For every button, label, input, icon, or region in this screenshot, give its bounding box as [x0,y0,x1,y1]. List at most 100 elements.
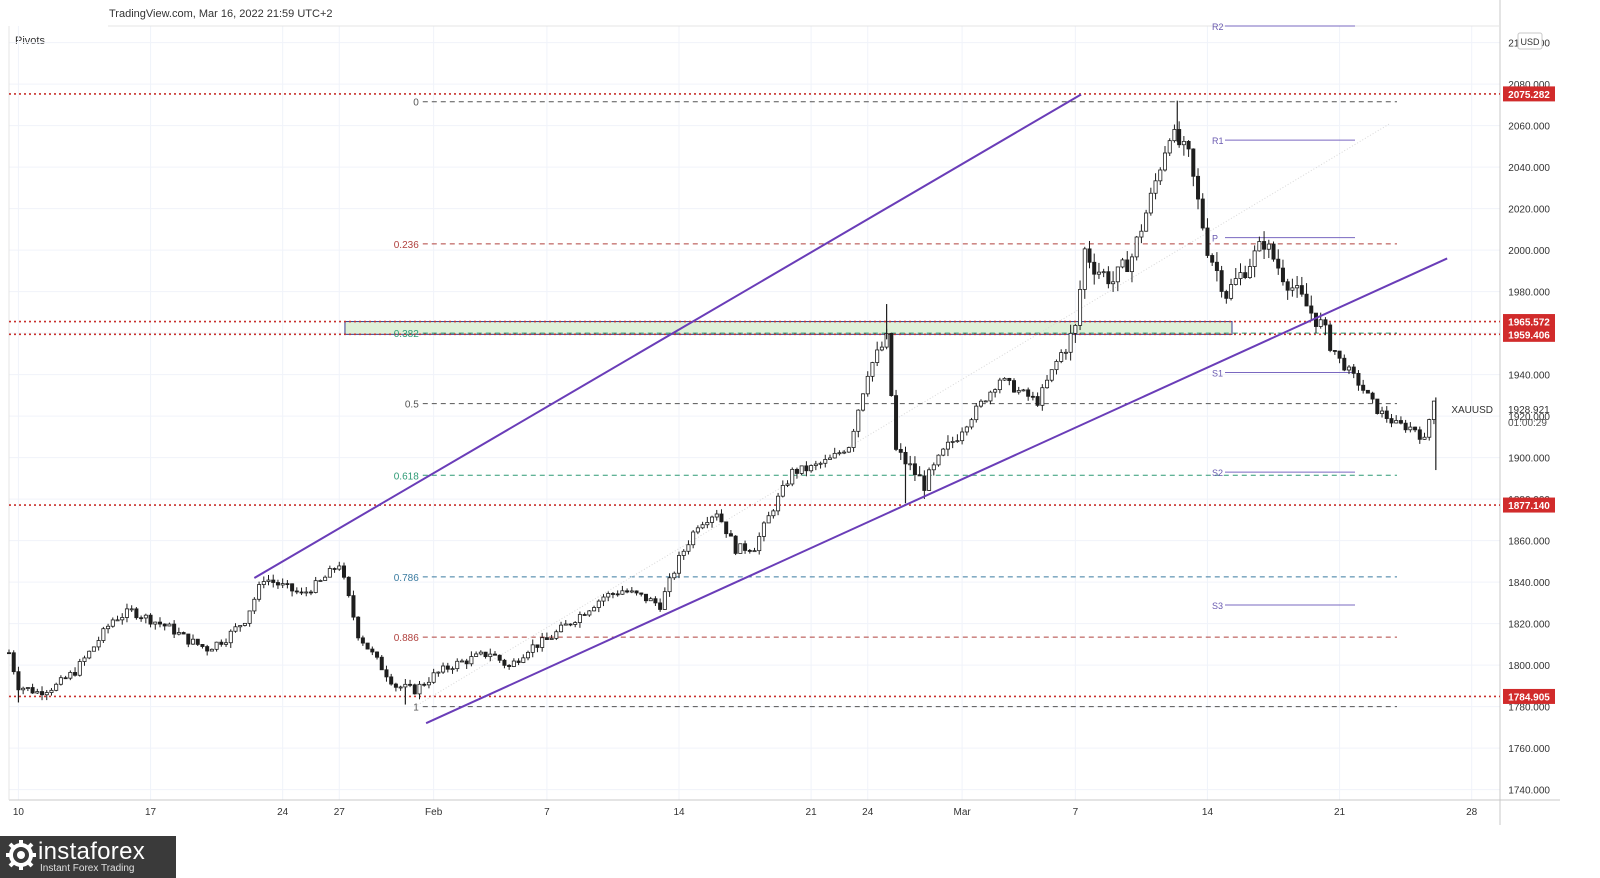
candle-body [370,648,375,653]
candle-body [964,426,969,433]
candle-body [346,576,351,597]
candle-body [403,683,408,688]
time-axis[interactable]: 10 17 24 27 Feb 7 14 21 24 Mar 7 14 21 28 [13,807,1478,818]
candle-body [1247,266,1252,278]
candle-body [1012,380,1017,393]
price-axis[interactable]: 1740.000 1760.000 1780.000 1800.000 1820.000… [1451,32,1550,797]
candle-body [49,689,54,693]
candle-body [941,448,946,456]
pivot-points[interactable]: R2 R1 P S1 S2 S3 [1212,22,1355,611]
fib-level-label: 0.236 [394,240,419,251]
level-price-tag [1503,497,1555,513]
candle-body [488,653,493,658]
candle-body [601,596,606,602]
brand-name: instaforex [38,838,146,865]
candle-body [540,637,545,648]
candle-body [1295,285,1300,289]
fib-level-label: 0.786 [394,573,419,584]
candle-body [521,657,526,663]
candle-body [426,681,431,686]
x-tick-label: 10 [13,807,25,818]
candle-body [1229,284,1234,299]
candle-body [21,687,26,691]
candle-body [1134,236,1139,258]
candle-body [1361,384,1366,391]
candle-body [1351,366,1356,374]
y-tick-label: 1780.000 [1508,703,1550,714]
level-price-tag [1503,314,1555,330]
candle-body [408,683,413,686]
candle-body [691,531,696,546]
candle-body [587,610,592,616]
y-tick-label: 2020.000 [1508,205,1550,216]
candle-body [955,440,960,443]
candle-body [573,622,578,625]
candle-body [35,691,40,694]
candle-body [290,583,295,592]
candle-body [313,580,318,593]
candle-body [1082,248,1087,290]
candle-body [823,459,828,464]
candle-body [1313,312,1318,327]
level-price-tag [1503,688,1555,704]
pivot-label: P [1212,234,1218,244]
x-tick-label: 27 [334,807,346,818]
candle-body [252,598,257,612]
y-tick-label: 1800.000 [1508,661,1550,672]
candle-body [1125,259,1130,273]
candle-body [861,393,866,411]
fibonacci-retracement[interactable]: 0 0.236 0.382 0.5 0.618 0.786 0.886 1 [394,98,1397,714]
candle-body [794,468,799,474]
candle-body [441,665,446,673]
countdown-label: 01:00:29 [1508,418,1547,429]
candle-body [1139,230,1144,238]
candle-body [436,671,441,674]
candle-body [1172,129,1177,142]
candle-body [68,672,73,679]
ascending-channel[interactable] [253,93,1448,725]
candle-body [351,595,356,618]
candle-body [308,591,313,594]
resistance-zone[interactable] [344,321,1233,335]
candle-body [1262,241,1267,250]
candle-body [91,646,96,652]
candle-body [535,644,540,648]
candle-body [1153,180,1158,194]
candle-body [1257,241,1262,252]
candle-body [1035,396,1040,406]
candle-body [271,579,276,583]
candle-body [559,624,564,633]
candle-body [719,513,724,523]
candle-body [1299,285,1304,295]
candle-body [1120,259,1125,268]
horizontal-levels[interactable] [9,93,1500,698]
indicator-label[interactable]: Pivots [15,35,45,47]
candle-body [530,644,535,653]
candle-body [625,590,630,593]
candle-body [809,465,814,472]
candle-body [1365,389,1370,394]
candle-body [1342,357,1347,371]
candle-body [327,568,332,578]
candle-body [997,379,1002,391]
candle-body [1186,140,1191,150]
y-tick-label: 1940.000 [1508,371,1550,382]
candle-body [1252,250,1257,267]
x-tick-label: 14 [1202,807,1214,818]
candle-body [1356,372,1361,386]
candle-body [511,660,516,667]
candle-body [106,625,111,630]
candle-body [710,516,715,523]
candle-body [1045,379,1050,389]
candle-body [752,550,757,553]
candle-body [658,602,663,610]
candle-body [233,626,238,632]
candle-body [379,656,384,671]
candle-body [922,475,927,491]
candle-body [516,660,521,663]
candle-body [162,623,167,627]
candle-body [459,660,464,663]
